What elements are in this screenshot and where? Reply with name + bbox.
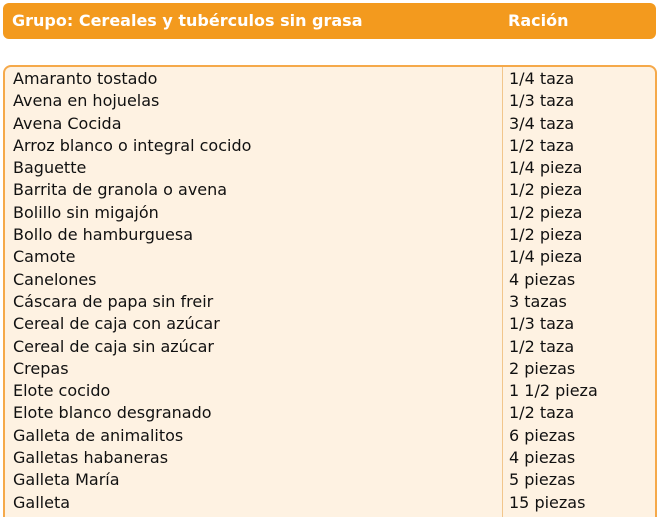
table-row: Galleta 15 piezas <box>5 492 655 514</box>
table-row: Camote 1/4 pieza <box>5 246 655 268</box>
ration-cell: 2 piezas <box>509 358 576 378</box>
ration-cell: 15 piezas <box>509 492 586 512</box>
food-name-cell: Elote cocido <box>13 381 111 401</box>
table-row: Cáscara de papa sin freir 3 tazas <box>5 291 655 313</box>
ration-cell: 5 piezas <box>509 470 576 490</box>
ration-cell: 1/2 pieza <box>509 202 583 222</box>
food-name-cell: Cereal de caja con azúcar <box>13 314 220 334</box>
ration-cell: 1/3 taza <box>509 314 575 334</box>
ration-cell: 4 piezas <box>509 269 576 289</box>
table-body: Amaranto tostado 1/4 taza Avena en hojuela… <box>5 68 655 514</box>
table-row: Barrita de granola o avena 1/2 pieza <box>5 179 655 201</box>
food-name-cell: Elote blanco desgranado <box>13 403 212 423</box>
table-row: Elote blanco desgranado 1/2 taza <box>5 402 655 424</box>
table-row: Amaranto tostado 1/4 taza <box>5 68 655 90</box>
food-name-cell: Bollo de hamburguesa <box>13 225 194 245</box>
table-row: Crepas 2 piezas <box>5 358 655 380</box>
ration-cell: 1/2 taza <box>509 135 575 155</box>
table-row: Elote cocido 1 1/2 pieza <box>5 380 655 402</box>
table-row: Cereal de caja con azúcar 1/3 taza <box>5 313 655 335</box>
table-row: Baguette 1/4 pieza <box>5 157 655 179</box>
food-name-cell: Bolillo sin migajón <box>13 202 159 222</box>
ration-cell: 1/4 pieza <box>509 247 583 267</box>
table-row: Galletas habaneras 4 piezas <box>5 447 655 469</box>
table-row: Cereal de caja sin azúcar 1/2 taza <box>5 336 655 358</box>
table-row: Canelones 4 piezas <box>5 269 655 291</box>
food-name-cell: Galletas habaneras <box>13 448 169 468</box>
ration-cell: 1/2 taza <box>509 403 575 423</box>
table-row: Bollo de hamburguesa 1/2 pieza <box>5 224 655 246</box>
food-name-cell: Crepas <box>13 358 69 378</box>
food-name-cell: Avena en hojuelas <box>13 91 160 111</box>
food-name-cell: Galleta María <box>13 470 120 490</box>
ration-cell: 1/2 taza <box>509 336 575 356</box>
table-row: Avena Cocida 3/4 taza <box>5 113 655 135</box>
food-name-cell: Galleta <box>13 492 71 512</box>
food-name-cell: Arroz blanco o integral cocido <box>13 135 252 155</box>
ration-cell: 4 piezas <box>509 448 576 468</box>
food-name-cell: Cereal de caja sin azúcar <box>13 336 214 356</box>
food-name-cell: Avena Cocida <box>13 113 122 133</box>
food-name-cell: Cáscara de papa sin freir <box>13 291 214 311</box>
ration-cell: 3 tazas <box>509 291 567 311</box>
table-row: Bolillo sin migajón 1/2 pieza <box>5 202 655 224</box>
food-name-cell: Camote <box>13 247 76 267</box>
column-divider <box>502 67 503 517</box>
food-name-cell: Barrita de granola o avena <box>13 180 228 200</box>
ration-cell: 3/4 taza <box>509 113 575 133</box>
ration-cell: 1/3 taza <box>509 91 575 111</box>
ration-cell: 1/2 pieza <box>509 225 583 245</box>
table-header: Grupo: Cereales y tubérculos sin grasa R… <box>3 3 656 39</box>
table-row: Avena en hojuelas 1/3 taza <box>5 90 655 112</box>
food-name-cell: Baguette <box>13 158 87 178</box>
ration-cell: 1/4 taza <box>509 69 575 88</box>
ration-cell: 1/4 pieza <box>509 158 583 178</box>
group-column-header: Grupo: Cereales y tubérculos sin grasa <box>12 11 363 30</box>
food-table: Amaranto tostado 1/4 taza Avena en hojuela… <box>3 65 657 517</box>
table-row: Galleta de animalitos 6 piezas <box>5 425 655 447</box>
ration-cell: 6 piezas <box>509 425 576 445</box>
ration-column-header: Ración <box>508 11 569 30</box>
table-row: Galleta María 5 piezas <box>5 469 655 491</box>
ration-cell: 1/2 pieza <box>509 180 583 200</box>
food-name-cell: Canelones <box>13 269 97 289</box>
ration-cell: 1 1/2 pieza <box>509 381 598 401</box>
table-row: Arroz blanco o integral cocido 1/2 taza <box>5 135 655 157</box>
food-name-cell: Amaranto tostado <box>13 69 158 88</box>
food-name-cell: Galleta de animalitos <box>13 425 184 445</box>
